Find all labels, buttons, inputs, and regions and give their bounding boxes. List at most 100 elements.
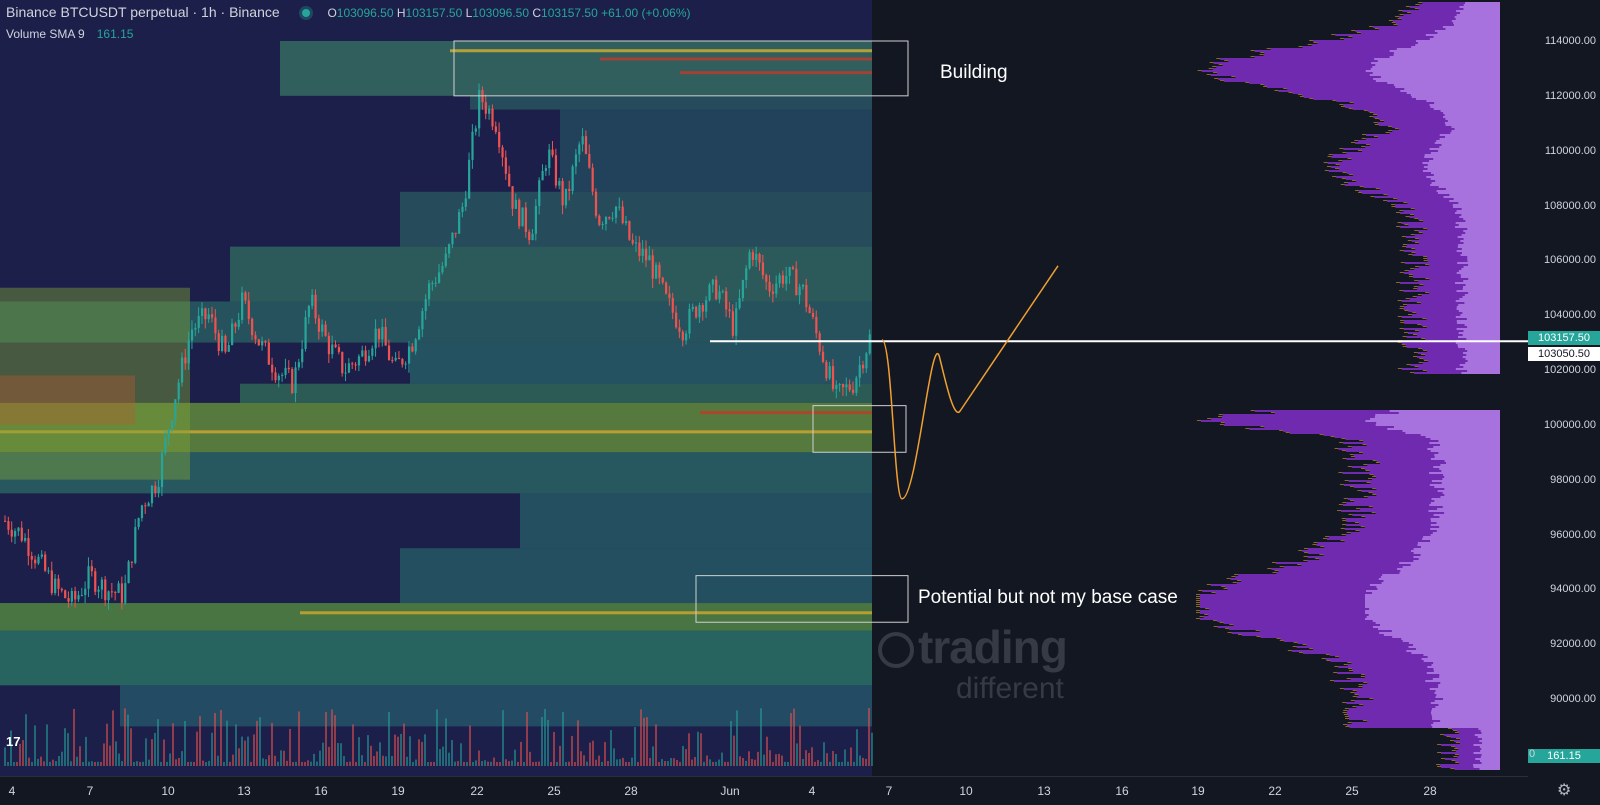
close-value: 103157.50 <box>541 6 598 20</box>
chart-canvas[interactable] <box>0 0 1528 776</box>
candle-body <box>758 254 761 263</box>
profile-bar-inner <box>1456 290 1500 292</box>
profile-bar-inner <box>1372 620 1500 622</box>
profile-edge <box>1216 58 1221 59</box>
profile-bar <box>1344 528 1500 530</box>
profile-bar <box>1215 592 1500 594</box>
time-axis[interactable]: 4 7 10 13 16 19 22 25 28 Jun 4 7 10 13 16 19 22 25 28 <box>0 776 1528 805</box>
time-tick: 10 <box>161 784 175 798</box>
price-tick: 96000.00 <box>1550 528 1596 541</box>
volume-indicator-legend[interactable]: Volume SMA 9 161.15 <box>6 27 133 41</box>
profile-bar <box>1313 40 1500 42</box>
profile-edge <box>1410 268 1415 269</box>
candle-body <box>67 598 70 602</box>
profile-bar-inner <box>1430 438 1500 440</box>
volume-bar <box>22 740 24 766</box>
candle-body <box>698 305 701 318</box>
price-axis[interactable]: 114000.00 112000.00 110000.00 108000.00 1060… <box>1528 0 1600 776</box>
profile-edge <box>1437 766 1442 767</box>
settings-gear-icon[interactable]: ⚙ <box>1557 782 1572 799</box>
volume-bar <box>373 755 375 766</box>
profile-edge <box>1447 728 1452 729</box>
heatmap-band <box>240 383 872 403</box>
candle-body <box>624 221 628 224</box>
symbol-title[interactable]: Binance BTCUSDT perpetual · 1h · Binance <box>6 4 280 20</box>
candle-body <box>564 188 568 206</box>
profile-bar-inner <box>1461 268 1500 270</box>
profile-bar <box>1459 738 1500 740</box>
profile-bar-inner <box>1455 316 1500 318</box>
profile-bar <box>1303 96 1500 98</box>
profile-bar-inner <box>1433 514 1500 516</box>
annotation-building[interactable]: Building <box>940 62 1008 83</box>
profile-edge <box>1355 530 1360 531</box>
profile-edge <box>1405 298 1410 299</box>
profile-edge <box>1361 674 1366 675</box>
candle-body <box>771 291 775 294</box>
candle-body <box>384 326 387 346</box>
profile-bar <box>1403 328 1500 330</box>
profile-edge <box>1352 706 1357 707</box>
profile-edge <box>1397 300 1402 301</box>
profile-edge <box>1279 566 1284 567</box>
volume-bar <box>67 733 69 766</box>
profile-edge <box>1375 462 1380 463</box>
symbol-legend[interactable]: Binance BTCUSDT perpetual · 1h · Binance… <box>6 4 691 20</box>
profile-bar-inner <box>1392 636 1500 638</box>
candle-body <box>150 485 154 504</box>
profile-edge <box>1342 712 1347 713</box>
profile-bar <box>1350 678 1500 680</box>
profile-bar-inner <box>1466 318 1500 320</box>
profile-edge <box>1217 416 1222 417</box>
profile-bar-inner <box>1435 180 1500 182</box>
volume-bar <box>712 761 714 766</box>
profile-bar <box>1372 492 1500 494</box>
volume-bar <box>124 708 126 766</box>
profile-bar <box>1377 136 1500 138</box>
profile-bar-inner <box>1434 30 1500 32</box>
profile-edge <box>1454 748 1459 749</box>
profile-bar-inner <box>1440 110 1500 112</box>
profile-bar-inner <box>1433 446 1500 448</box>
candle-body <box>701 305 704 312</box>
volume-bar <box>13 761 15 766</box>
profile-bar-inner <box>1434 454 1500 456</box>
profile-edge <box>1422 326 1427 327</box>
profile-edge <box>1359 704 1364 705</box>
profile-edge <box>1221 586 1226 587</box>
candle-body <box>4 520 7 522</box>
candle-body <box>174 399 177 421</box>
volume-bar <box>334 715 336 766</box>
profile-edge <box>1213 72 1218 73</box>
volume-bar <box>469 725 471 766</box>
candle-body <box>628 221 631 240</box>
candle-body <box>307 306 310 318</box>
profile-bar-inner <box>1382 574 1500 576</box>
candle-body <box>401 359 404 365</box>
profile-bar <box>1414 208 1500 210</box>
profile-bar <box>1217 620 1500 622</box>
candle-body <box>828 366 831 379</box>
profile-bar-inner <box>1461 234 1500 236</box>
profile-bar <box>1367 110 1500 112</box>
profile-bar <box>1369 470 1500 472</box>
profile-bar <box>1330 166 1500 168</box>
profile-bar-inner <box>1375 414 1500 416</box>
annotation-potential[interactable]: Potential but not my base case <box>918 587 1178 608</box>
tradingview-logo-icon[interactable]: 17 <box>6 734 21 749</box>
profile-edge <box>1272 572 1277 573</box>
chart-area[interactable]: Binance BTCUSDT perpetual · 1h · Binance… <box>0 0 1528 776</box>
profile-bar <box>1366 720 1500 722</box>
candle-body <box>728 309 731 312</box>
profile-edge <box>1395 16 1400 17</box>
profile-bar <box>1414 268 1500 270</box>
profile-bar <box>1362 192 1500 194</box>
volume-bar <box>553 732 555 766</box>
profile-edge <box>1359 440 1364 441</box>
profile-edge <box>1197 70 1202 71</box>
volume-bar <box>799 725 801 766</box>
profile-edge <box>1358 452 1363 453</box>
volume-bar <box>694 757 696 766</box>
candle-body <box>551 149 554 156</box>
profile-bar-inner <box>1378 578 1500 580</box>
